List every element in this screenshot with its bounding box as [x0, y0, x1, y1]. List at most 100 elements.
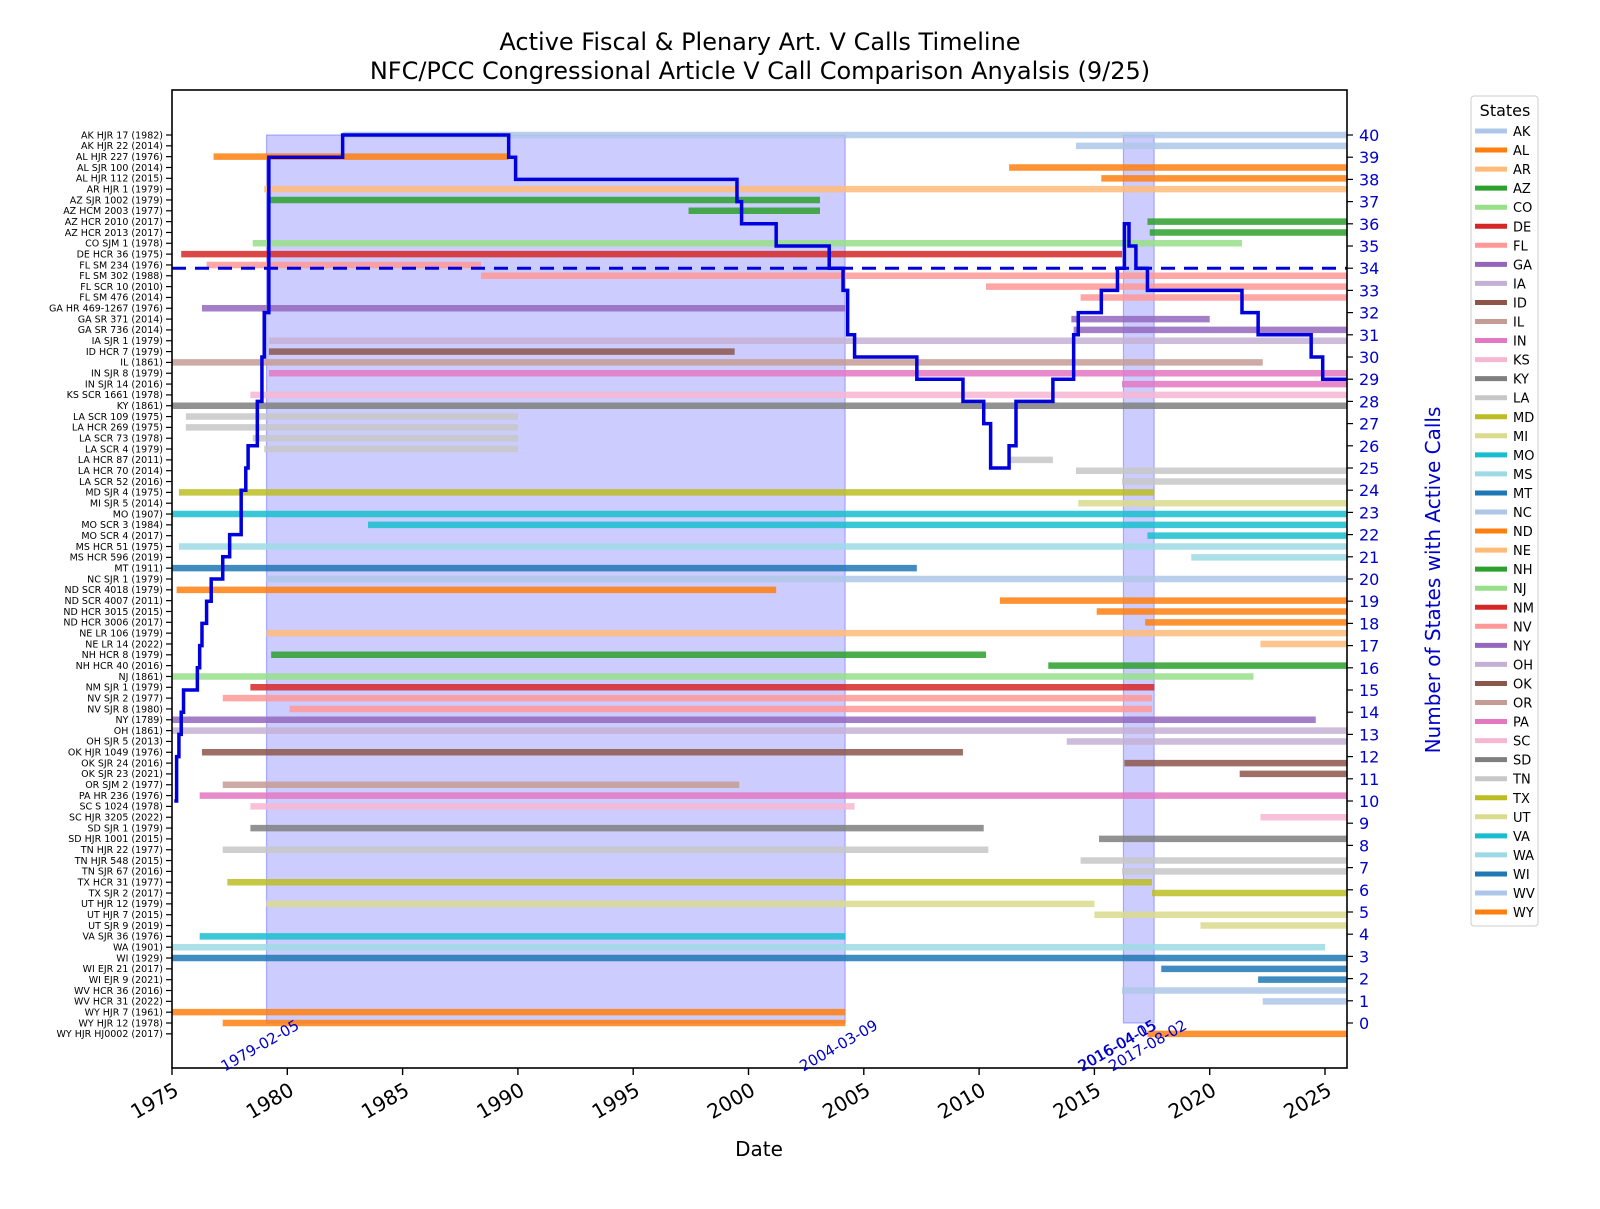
active-count-line: [174, 133, 1347, 803]
row-label: IL (1861): [120, 358, 163, 369]
x-tick-label: 1990: [472, 1078, 528, 1124]
row-label: TX SJR 2 (2017): [88, 888, 163, 899]
legend-label: LA: [1513, 392, 1530, 407]
right-y-tick-label: 27: [1359, 415, 1379, 434]
right-y-tick-label: 22: [1359, 526, 1379, 545]
right-y-axis-label: Number of States with Active Calls: [1421, 407, 1445, 754]
row-label: SC S 1024 (1978): [79, 802, 163, 813]
legend-label: MT: [1513, 487, 1532, 502]
legend-label: WA: [1513, 849, 1534, 864]
legend-label: OK: [1513, 677, 1532, 692]
right-y-tick-label: 2: [1359, 970, 1369, 989]
row-label: NY (1789): [115, 715, 163, 726]
right-y-tick-label: 28: [1359, 392, 1379, 411]
right-y-tick-label: 1: [1359, 992, 1369, 1011]
row-label: ID HCR 7 (1979): [86, 347, 163, 358]
right-y-tick-label: 26: [1359, 437, 1379, 456]
x-tick-label: 2015: [1049, 1078, 1105, 1124]
legend: States AK AL AR AZ CO DE FL GA IA ID IL IN KS KY LA MD MI…: [1470, 95, 1539, 927]
right-y-tick-label: 14: [1359, 703, 1379, 722]
row-label: LA HCR 269 (1975): [72, 423, 163, 434]
row-label: NH HCR 40 (2016): [76, 661, 163, 672]
row-label: MO (1907): [113, 509, 163, 520]
row-label: OH (1861): [114, 726, 163, 737]
right-y-tick-label: 32: [1359, 304, 1379, 323]
right-y-tick-label: 13: [1359, 725, 1379, 744]
right-y-tick-label: 36: [1359, 215, 1379, 234]
legend-label: NE: [1513, 544, 1531, 559]
legend-label: NM: [1513, 601, 1534, 616]
row-label: LA SCR 73 (1978): [79, 434, 163, 445]
right-y-tick-label: 12: [1359, 748, 1379, 767]
legend-label: SD: [1513, 754, 1531, 769]
active-count-step-line: [174, 133, 1347, 803]
chart-subtitle: NFC/PCC Congressional Article V Call Com…: [370, 57, 1150, 85]
right-y-tick-label: 17: [1359, 637, 1379, 656]
row-label: OR SJM 2 (1977): [85, 780, 163, 791]
right-y-tick-label: 39: [1359, 148, 1379, 167]
row-label: LA SCR 52 (2016): [79, 477, 163, 488]
row-label: AZ HCR 2013 (2017): [65, 228, 163, 239]
row-label: WY HJR 7 (1961): [85, 1007, 163, 1018]
legend-label: NV: [1513, 620, 1532, 635]
row-label: MS HCR 51 (1975): [76, 542, 163, 553]
row-label: WY HJR 12 (1978): [79, 1018, 163, 1029]
row-label: IA SJR 1 (1979): [92, 336, 163, 347]
row-label: WY HJR HJ0002 (2017): [56, 1029, 163, 1040]
legend-label: AK: [1513, 125, 1531, 140]
row-label: NV SJR 8 (1980): [87, 704, 163, 715]
legend-label: WV: [1513, 887, 1535, 902]
x-axis-label: Date: [735, 1137, 783, 1161]
right-y-tick-label: 5: [1359, 903, 1369, 922]
x-tick-label: 2005: [818, 1078, 874, 1124]
row-label: CO SJM 1 (1978): [85, 239, 163, 250]
x-tick-label: 2000: [703, 1078, 759, 1124]
x-tick-label: 2010: [934, 1078, 990, 1124]
row-label: NE LR 14 (2022): [85, 639, 163, 650]
row-label: IN SJR 8 (1979): [91, 369, 163, 380]
legend-label: TN: [1512, 773, 1531, 788]
row-label: AZ SJR 1002 (1979): [70, 195, 163, 206]
row-label: MI SJR 5 (2014): [90, 498, 163, 509]
row-label: AL HJR 112 (2015): [76, 174, 163, 185]
row-label: MD SJR 4 (1975): [85, 488, 163, 499]
legend-label: FL: [1513, 239, 1528, 254]
legend-label: SC: [1513, 735, 1530, 750]
right-y-tick-label: 30: [1359, 348, 1379, 367]
row-label: WI EJR 21 (2017): [83, 964, 163, 975]
legend-label: MD: [1513, 411, 1534, 426]
row-label: UT SJR 9 (2019): [88, 921, 163, 932]
legend-label: KY: [1513, 373, 1529, 388]
legend-label: GA: [1513, 258, 1532, 273]
right-y-tick-label: 35: [1359, 237, 1379, 256]
row-label: AZ HCR 2010 (2017): [65, 217, 163, 228]
x-tick-label: 2025: [1279, 1078, 1335, 1124]
row-label: ND HCR 3015 (2015): [63, 607, 163, 618]
right-y-tick-label: 31: [1359, 326, 1379, 345]
row-label: WV HCR 31 (2022): [74, 997, 163, 1008]
row-label: TN HJR 22 (1977): [80, 845, 163, 856]
legend-label: OH: [1513, 658, 1533, 673]
chart-title: Active Fiscal & Plenary Art. V Calls Tim…: [499, 28, 1020, 56]
right-y-tick-label: 34: [1359, 259, 1379, 278]
legend-label: WY: [1513, 906, 1534, 921]
row-label: IN SJR 14 (2016): [85, 379, 163, 390]
legend-label: UT: [1513, 811, 1531, 826]
right-y-axis: 0123456789101112131415161718192021222324…: [1347, 126, 1379, 1033]
row-label: GA SR 736 (2014): [78, 325, 163, 336]
right-y-tick-label: 18: [1359, 614, 1379, 633]
row-label: WI EJR 9 (2021): [89, 975, 163, 986]
row-label: WI (1929): [116, 953, 163, 964]
row-label: FL SM 476 (2014): [79, 293, 163, 304]
row-label: UT HJR 7 (2015): [87, 910, 163, 921]
right-y-tick-label: 29: [1359, 370, 1379, 389]
row-label: FL SM 234 (1976): [79, 260, 163, 271]
right-y-tick-label: 25: [1359, 459, 1379, 478]
row-label: NE LR 106 (1979): [79, 628, 163, 639]
row-label: OK SJR 24 (2016): [81, 758, 163, 769]
legend-label: CO: [1513, 201, 1532, 216]
row-labels: AK HJR 17 (1982)AK HJR 22 (2014)AL HJR 2…: [49, 130, 172, 1040]
right-y-tick-label: 33: [1359, 281, 1379, 300]
legend-label: PA: [1513, 716, 1529, 731]
row-label: WV HCR 36 (2016): [74, 986, 163, 997]
